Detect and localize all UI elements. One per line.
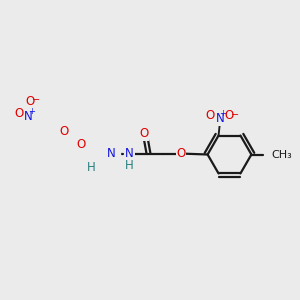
Text: N: N [125,147,134,160]
Text: H: H [125,159,134,172]
Text: −: − [32,94,40,104]
Text: CH₃: CH₃ [271,149,292,160]
Text: +: + [220,109,226,118]
Text: H: H [87,161,95,174]
Text: O: O [59,125,68,138]
Text: N: N [24,110,33,122]
Text: N: N [216,112,224,125]
Text: O: O [176,147,186,160]
Text: −: − [231,110,239,120]
Text: O: O [139,127,148,140]
Text: O: O [76,138,86,151]
Text: O: O [14,106,24,119]
Text: N: N [107,147,116,160]
Text: O: O [26,95,35,108]
Text: O: O [206,109,215,122]
Text: +: + [28,107,35,116]
Text: O: O [224,109,234,122]
